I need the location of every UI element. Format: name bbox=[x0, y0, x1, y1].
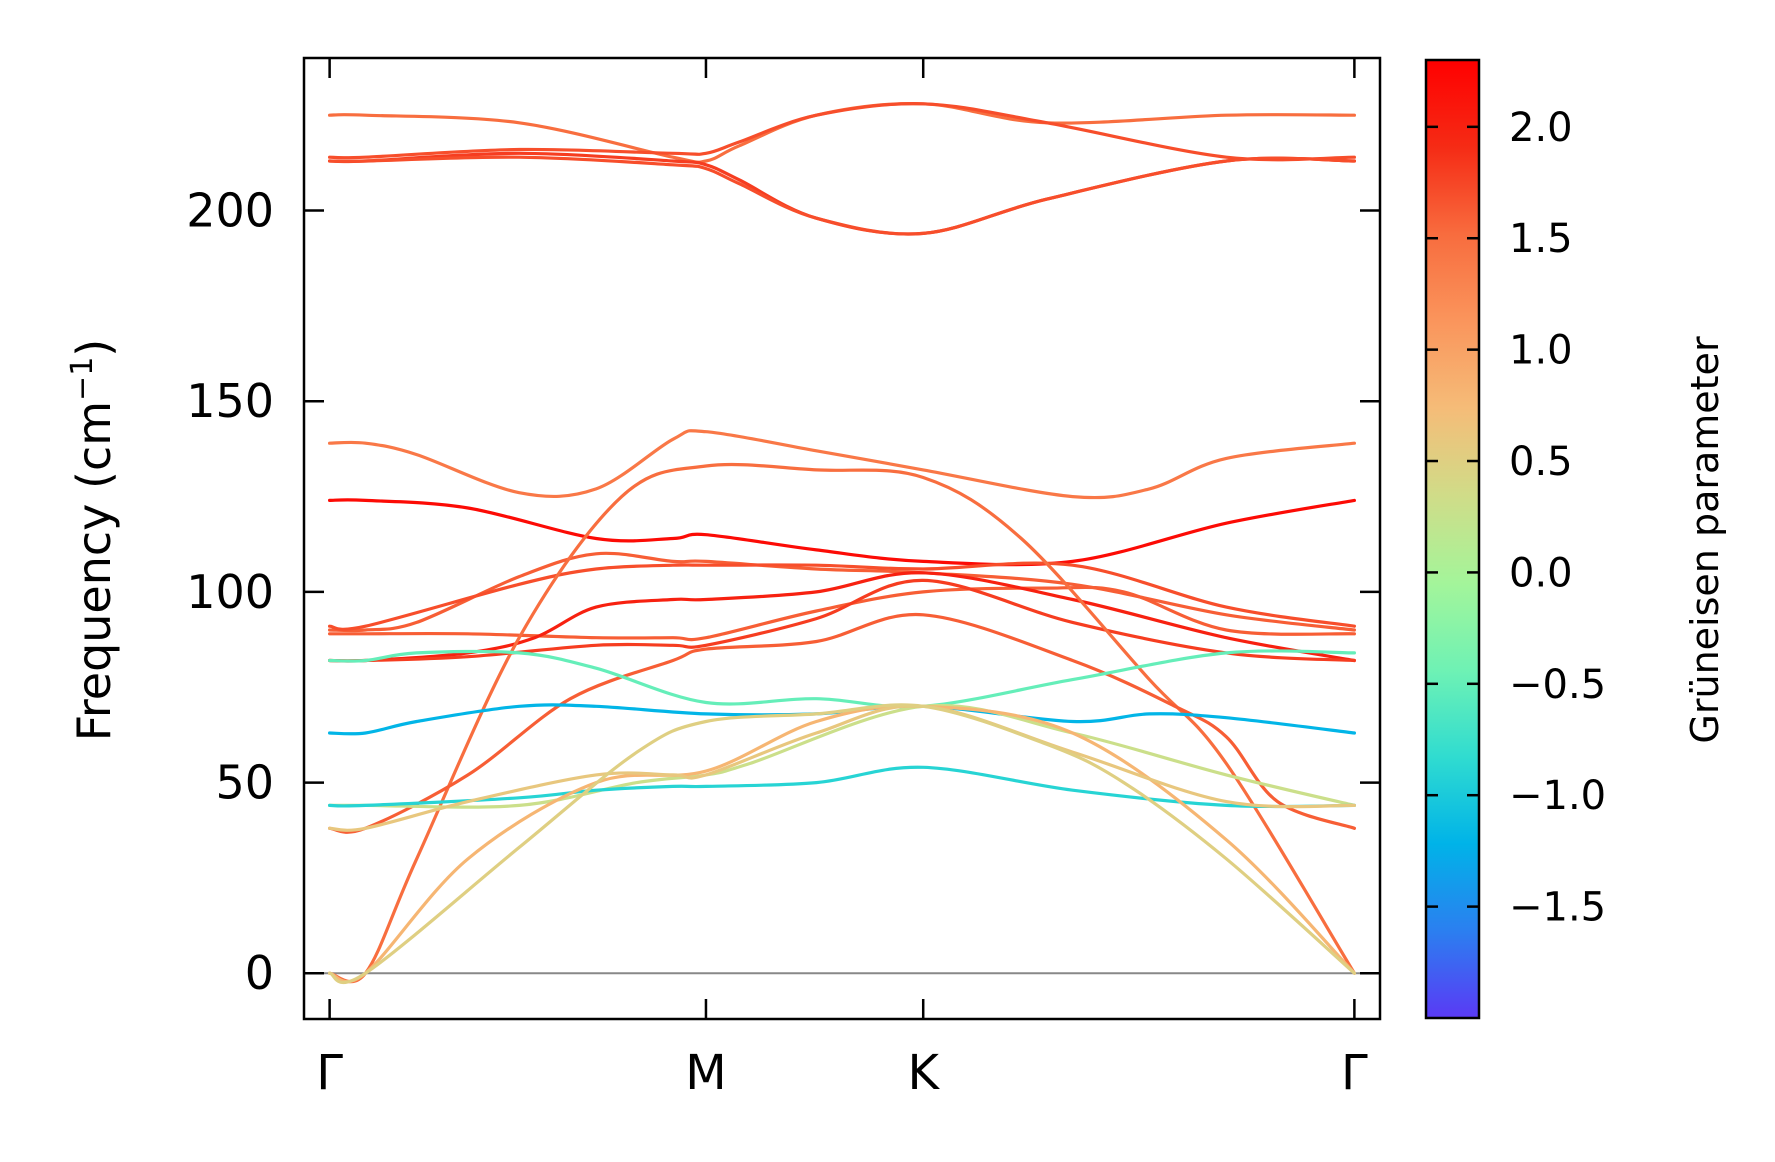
colorbar-tick-label: 1.5 bbox=[1509, 216, 1573, 262]
band-line-4 bbox=[328, 155, 1356, 236]
y-axis-label: Frequency (cm−1) bbox=[65, 339, 121, 742]
y-axis-label-close: ) bbox=[67, 339, 121, 357]
band-line-8 bbox=[328, 561, 1356, 631]
x-tick-label: K bbox=[907, 1045, 940, 1101]
colorbar-tick-label: −1.0 bbox=[1509, 773, 1606, 819]
band-line-2 bbox=[328, 102, 1356, 162]
band-line-20 bbox=[328, 703, 1356, 985]
band-line-18 bbox=[328, 704, 1356, 984]
band-line-17 bbox=[328, 765, 1356, 809]
y-tick-label: 200 bbox=[186, 184, 274, 238]
band-line-14 bbox=[328, 649, 1356, 709]
x-tick-label: M bbox=[685, 1045, 726, 1101]
band-line-1 bbox=[328, 102, 1356, 164]
plot-area: 0 50 100 150 200 Γ M K Γ Frequency (cm−1) bbox=[65, 56, 1382, 1101]
band-line-6 bbox=[328, 498, 1356, 567]
colorbar-tick-label: 0.0 bbox=[1509, 550, 1573, 596]
colorbar-tick-label: −1.5 bbox=[1509, 885, 1606, 931]
band-line-16 bbox=[328, 703, 1356, 809]
y-axis-ticks: 0 50 100 150 200 bbox=[186, 184, 1380, 1000]
plot-frame bbox=[302, 56, 1382, 1021]
y-tick-label: 150 bbox=[186, 374, 274, 428]
colorbar-ticks: 2.0 1.5 1.0 0.5 0.0 −0.5 −1.0 −1.5 bbox=[1426, 105, 1606, 931]
colorbar: 2.0 1.5 1.0 0.5 0.0 −0.5 −1.0 −1.5 Grüneisen pa… bbox=[1424, 58, 1727, 1020]
colorbar-tick-label: 0.5 bbox=[1509, 439, 1573, 485]
y-tick-label: 0 bbox=[245, 946, 274, 1000]
band-line-9 bbox=[328, 585, 1356, 642]
colorbar-gradient bbox=[1424, 58, 1481, 1020]
x-tick-label: Γ bbox=[316, 1045, 343, 1101]
y-tick-label: 50 bbox=[215, 756, 274, 810]
phonon-bands bbox=[328, 102, 1356, 985]
band-line-5 bbox=[328, 429, 1356, 500]
colorbar-tick-label: 2.0 bbox=[1509, 105, 1573, 151]
x-tick-label: Γ bbox=[1341, 1045, 1368, 1101]
colorbar-tick-label: −0.5 bbox=[1509, 662, 1606, 708]
y-tick-label: 100 bbox=[186, 565, 274, 619]
band-line-11 bbox=[328, 578, 1356, 663]
y-axis-label-superscript: −1 bbox=[65, 357, 100, 401]
colorbar-label: Grüneisen parameter bbox=[1683, 336, 1727, 744]
band-line-13 bbox=[328, 612, 1356, 834]
band-line-19 bbox=[328, 704, 1356, 832]
colorbar-tick-label: 1.0 bbox=[1509, 328, 1573, 374]
